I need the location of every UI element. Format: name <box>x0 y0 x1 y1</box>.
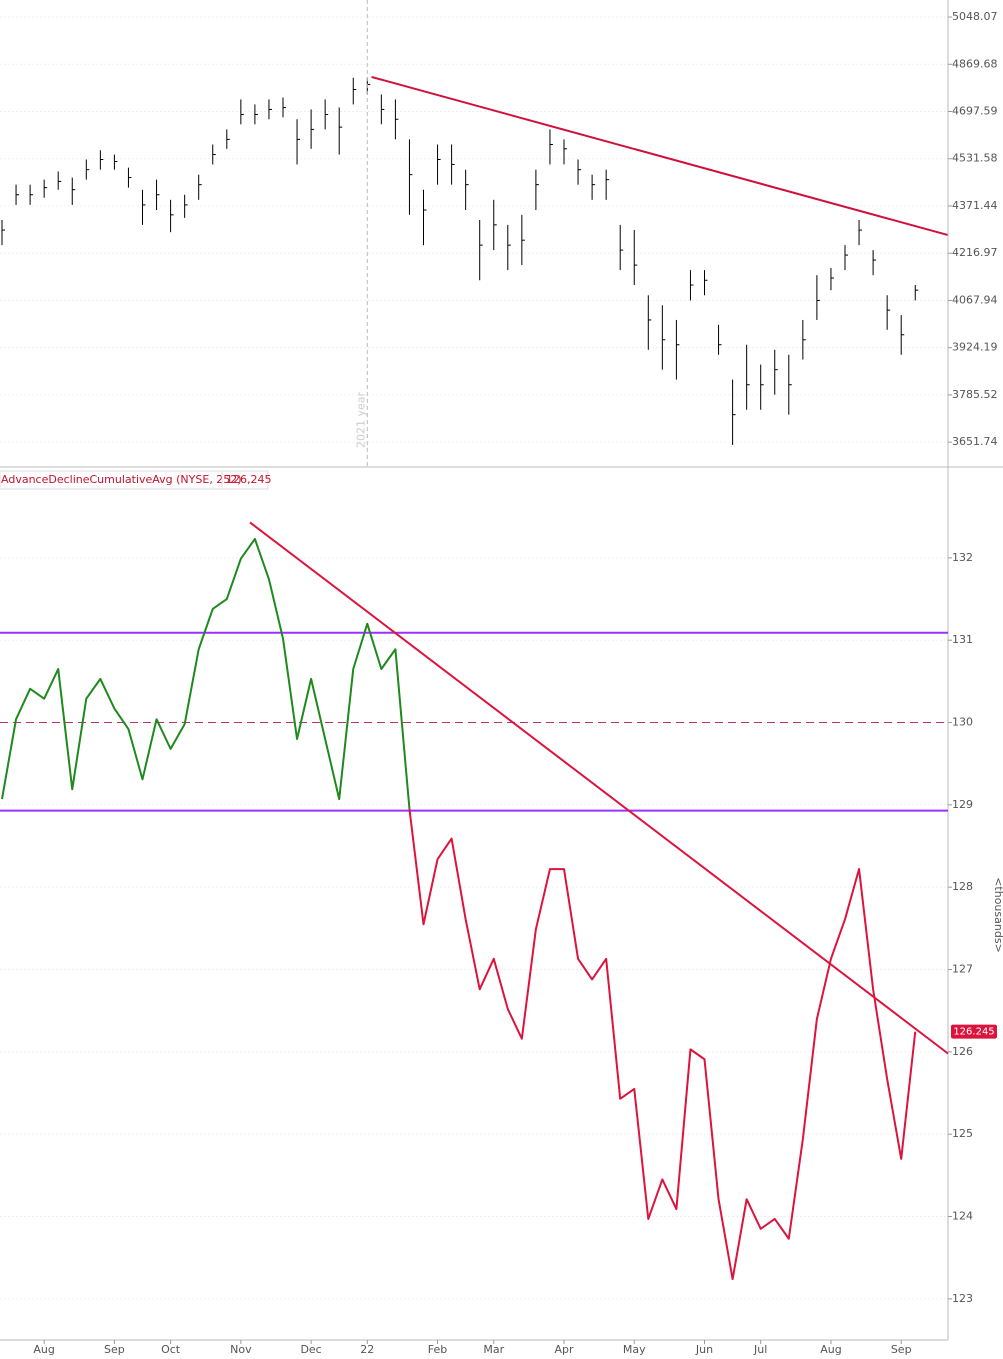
year-label: 2021 year <box>354 392 367 449</box>
y-tick-label: 3651.74 <box>952 435 998 448</box>
legend-box <box>0 470 269 490</box>
y-tick-label: 131 <box>952 633 973 646</box>
y-axis-label: <thousands> <box>992 877 1003 953</box>
y-tick-label: 4216.97 <box>952 246 998 259</box>
x-tick-label: Sep <box>104 1343 125 1356</box>
x-tick-label: Jun <box>695 1343 713 1356</box>
y-tick-label: 132 <box>952 551 973 564</box>
trend-line <box>371 75 948 236</box>
x-tick-label: Mar <box>483 1343 504 1356</box>
x-tick-label: Nov <box>230 1343 252 1356</box>
x-tick-label: 22 <box>360 1343 374 1356</box>
y-tick-label: 123 <box>952 1292 973 1305</box>
x-tick-label: Feb <box>428 1343 447 1356</box>
y-tick-label: 3785.52 <box>952 388 998 401</box>
indicator-value: 126,245 <box>226 473 272 486</box>
y-tick-label: 125 <box>952 1127 973 1140</box>
y-tick-label: 4067.94 <box>952 293 998 306</box>
y-tick-label: 127 <box>952 963 973 976</box>
x-tick-label: Aug <box>33 1343 54 1356</box>
y-tick-label: 5048.07 <box>952 10 998 23</box>
x-tick-label: May <box>623 1343 646 1356</box>
x-tick-label: Dec <box>300 1343 321 1356</box>
y-tick-label: 124 <box>952 1210 973 1223</box>
y-tick-label: 4531.58 <box>952 152 998 165</box>
y-tick-label: 126 <box>952 1045 973 1058</box>
y-tick-label: 4371.44 <box>952 199 998 212</box>
indicator-line <box>1 537 411 810</box>
y-tick-label: 4869.68 <box>952 57 998 70</box>
x-tick-label: Sep <box>891 1343 912 1356</box>
x-tick-label: Apr <box>554 1343 574 1356</box>
indicator-line <box>408 808 917 1281</box>
y-tick-label: 130 <box>952 716 973 729</box>
y-tick-label: 128 <box>952 880 973 893</box>
x-tick-label: Oct <box>161 1343 181 1356</box>
x-tick-label: Jul <box>753 1343 767 1356</box>
last-value-box <box>951 1024 997 1039</box>
indicator-title: AdvanceDeclineCumulativeAvg (NYSE, 252) <box>1 473 242 486</box>
x-tick-label: Aug <box>820 1343 841 1356</box>
last-value-label: 126.245 <box>953 1027 994 1038</box>
y-tick-label: 129 <box>952 798 973 811</box>
trend-line <box>249 521 949 1055</box>
y-tick-label: 3924.19 <box>952 341 998 354</box>
y-tick-label: 4697.59 <box>952 105 998 118</box>
